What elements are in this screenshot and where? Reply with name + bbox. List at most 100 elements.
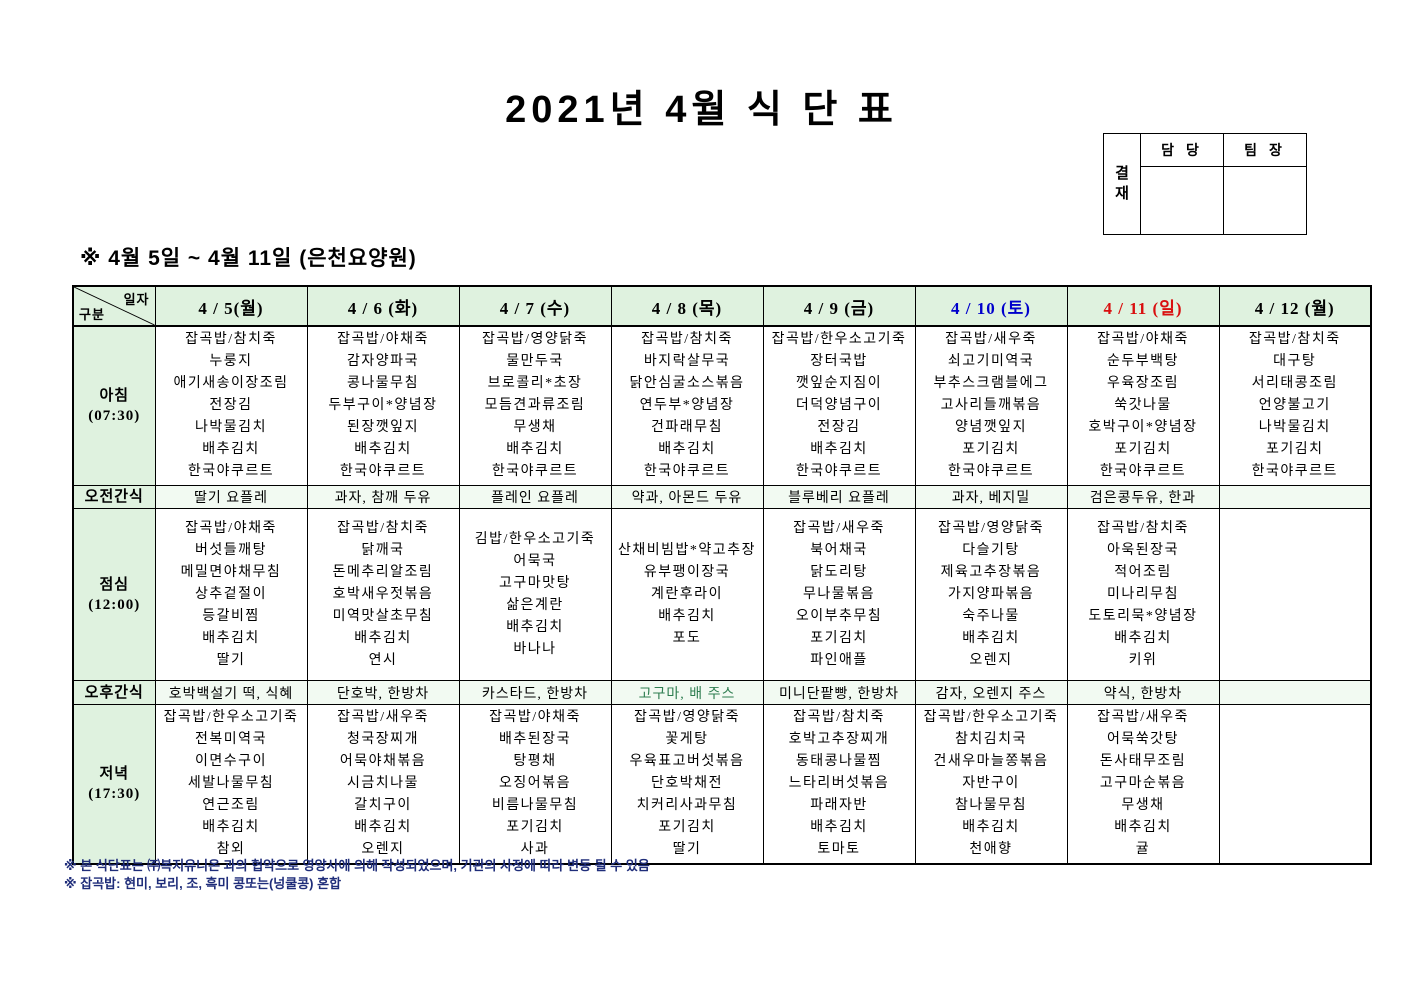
menu-item: 배추김치 xyxy=(1114,820,1172,835)
menu-item: 모듬견과류조림 xyxy=(484,398,586,413)
menu-item: 배추김치 xyxy=(658,608,716,624)
menu-item: 한국야쿠르트 xyxy=(491,464,579,479)
menu-item: 한국야쿠르트 xyxy=(339,464,427,479)
menu-item: 두부구이*양념장 xyxy=(328,398,438,413)
menu-item: 돈메추리알조림 xyxy=(332,564,434,580)
menu-item: 잡곡밥/참치죽 xyxy=(793,710,885,725)
menu-item: 잡곡밥/영양닭죽 xyxy=(481,332,589,347)
menu-item: 잡곡밥/야채죽 xyxy=(337,332,429,347)
date-header: 4 / 9 (금) xyxy=(762,285,916,327)
menu-item: 시금치나물 xyxy=(347,776,419,791)
menu-cell-dinner: 잡곡밥/한우소고기죽 참치김치국 건새우마늘쫑볶음 자반구이 참나물무침 배추김치 천애향 xyxy=(914,704,1068,865)
row-label-pm_snack: 오후간식 xyxy=(72,680,156,705)
menu-item: 감자양파국 xyxy=(347,354,419,369)
menu-item: 전복미역국 xyxy=(195,732,267,747)
menu-cell-breakfast: 잡곡밥/새우죽 쇠고기미역국 부추스크램블에그 고사리들깨볶음 양념깻잎지 포기김치 한국야… xyxy=(914,325,1068,486)
menu-item: 배추김치 xyxy=(962,820,1020,835)
menu-item: 토마토 xyxy=(817,842,861,857)
approval-box: 결 재 담 당 팀 장 xyxy=(1103,133,1307,235)
menu-item: 배추된장국 xyxy=(499,732,571,747)
menu-item: 된장깻잎지 xyxy=(347,420,419,435)
menu-item: 호박새우젓볶음 xyxy=(332,586,434,602)
menu-item: 순두부백탕 xyxy=(1107,354,1179,369)
menu-item: 배추김치 xyxy=(202,442,260,457)
menu-item: 배추김치 xyxy=(810,442,868,457)
menu-item: 잡곡밥/참치죽 xyxy=(337,520,429,536)
menu-item: 쇠고기미역국 xyxy=(947,354,1035,369)
menu-cell-dinner: 잡곡밥/야채죽 배추된장국 탕평채 오징어볶음 비름나물무침 포기김치 사과 xyxy=(458,704,612,865)
corner-header-cell: 일자 구분 xyxy=(72,285,156,327)
menu-item: 연두부*양념장 xyxy=(639,398,735,413)
menu-item: 더덕양념구이 xyxy=(795,398,883,413)
corner-label-date: 일자 xyxy=(123,292,150,307)
approval-sign-cell-staff xyxy=(1140,166,1224,235)
menu-item: 제육고추장볶음 xyxy=(940,564,1042,580)
menu-item: 잡곡밥/한우소고기죽 xyxy=(771,332,907,347)
menu-cell-pm_snack xyxy=(1218,680,1372,705)
menu-item: 꽃게탕 xyxy=(665,732,709,747)
menu-item: 북어채국 xyxy=(810,542,868,558)
menu-item: 귤 xyxy=(1135,842,1151,857)
menu-item: 파인애플 xyxy=(810,652,868,668)
menu-item: 배추김치 xyxy=(354,442,412,457)
menu-item: 나박물김치 xyxy=(195,420,267,435)
menu-item: 키위 xyxy=(1128,652,1158,668)
menu-item: 오징어볶음 xyxy=(499,776,571,791)
menu-item: 사과 xyxy=(520,842,550,857)
menu-cell-pm_snack: 미니단팥빵, 한방차 xyxy=(762,680,916,705)
menu-item: 잡곡밥/영양닭죽 xyxy=(633,710,741,725)
menu-item: 이면수구이 xyxy=(195,754,267,769)
menu-row-lunch: 점심 (12:00) 잡곡밥/야채죽 버섯들깨탕 메밀면야채무침 상추겉절이 등갈비찜 배추김… xyxy=(72,508,1372,681)
menu-item: 배추김치 xyxy=(962,630,1020,646)
menu-item: 콩나물무침 xyxy=(347,376,419,391)
menu-item: 잡곡밥/참치죽 xyxy=(641,332,733,347)
menu-cell-am_snack: 딸기 요플레 xyxy=(154,485,308,509)
menu-item: 서리태콩조림 xyxy=(1251,376,1338,391)
menu-item: 오렌지 xyxy=(969,652,1013,668)
menu-item: 부추스크램블에그 xyxy=(933,376,1049,391)
menu-item: 포도 xyxy=(672,630,702,646)
row-label-dinner: 저녁 (17:30) xyxy=(72,704,156,865)
footnote-agreement: ※ 본 식단표는 ㈜복지유니온 과의 협약으로 영양사에 의해 작성되었으며, … xyxy=(64,858,650,873)
menu-item: 적어조림 xyxy=(1114,564,1172,580)
menu-cell-breakfast: 잡곡밥/참치죽 바지락살무국 닭안심굴소스볶음 연두부*양념장 건파래무침 배추김치 한국야… xyxy=(610,325,764,486)
menu-item: 호박고추장찌개 xyxy=(788,732,890,747)
menu-item: 장터국밥 xyxy=(810,354,868,369)
menu-item: 연시 xyxy=(368,652,398,668)
menu-item: 세발나물무침 xyxy=(187,776,275,791)
menu-cell-dinner: 잡곡밥/참치죽 호박고추장찌개 동태콩나물찜 느타리버섯볶음 파래자반 배추김치 토마토 xyxy=(762,704,916,865)
approval-stamp-label: 결 재 xyxy=(1103,133,1141,235)
menu-item: 무생채 xyxy=(513,420,557,435)
menu-item: 참나물무침 xyxy=(955,798,1027,813)
menu-item: 잡곡밥/한우소고기죽 xyxy=(923,710,1059,725)
menu-item: 유부팽이장국 xyxy=(643,564,731,580)
menu-cell-dinner xyxy=(1218,704,1372,865)
menu-cell-am_snack: 플레인 요플레 xyxy=(458,485,612,509)
menu-cell-dinner: 잡곡밥/한우소고기죽 전복미역국 이면수구이 세발나물무침 연근조림 배추김치 참외 xyxy=(154,704,308,865)
menu-item: 배추김치 xyxy=(506,442,564,457)
menu-item: 김밥/한우소고기죽 xyxy=(474,531,596,547)
menu-item: 계란후라이 xyxy=(651,586,723,602)
corner-label-category: 구분 xyxy=(79,307,105,322)
menu-item: 산채비빔밥*약고추장 xyxy=(618,542,756,558)
approval-sign-cell-teamlead xyxy=(1223,166,1307,235)
menu-cell-am_snack: 과자, 참깨 두유 xyxy=(306,485,460,509)
menu-item: 양념깻잎지 xyxy=(955,420,1027,435)
menu-item: 어묵쑥갓탕 xyxy=(1107,732,1179,747)
menu-cell-breakfast: 잡곡밥/한우소고기죽 장터국밥 깻잎순지짐이 더덕양념구이 전장김 배추김치 한국야쿠르트 xyxy=(762,325,916,486)
date-header-row: 일자 구분 4 / 5(월) 4 / 6 (화) 4 / 7 (수) 4 / 8 (목… xyxy=(72,285,1372,327)
menu-item: 건새우마늘쫑볶음 xyxy=(933,754,1049,769)
menu-item: 오이부추무침 xyxy=(795,608,883,624)
menu-item: 어묵야채볶음 xyxy=(339,754,427,769)
menu-cell-pm_snack: 고구마, 배 주스 xyxy=(610,680,764,705)
menu-item: 전장김 xyxy=(817,420,861,435)
date-header: 4 / 12 (월) xyxy=(1218,285,1372,327)
menu-item: 가지양파볶음 xyxy=(947,586,1035,602)
menu-cell-pm_snack: 호박백설기 떡, 식혜 xyxy=(154,680,308,705)
menu-cell-lunch: 김밥/한우소고기죽 어묵국 고구마맛탕 삶은계란 배추김치 바나나 xyxy=(458,508,612,681)
menu-item: 바지락살무국 xyxy=(643,354,731,369)
approval-col-teamlead: 팀 장 xyxy=(1223,133,1307,167)
menu-item: 삶은계란 xyxy=(506,597,564,613)
menu-item: 포기김치 xyxy=(1265,442,1324,457)
